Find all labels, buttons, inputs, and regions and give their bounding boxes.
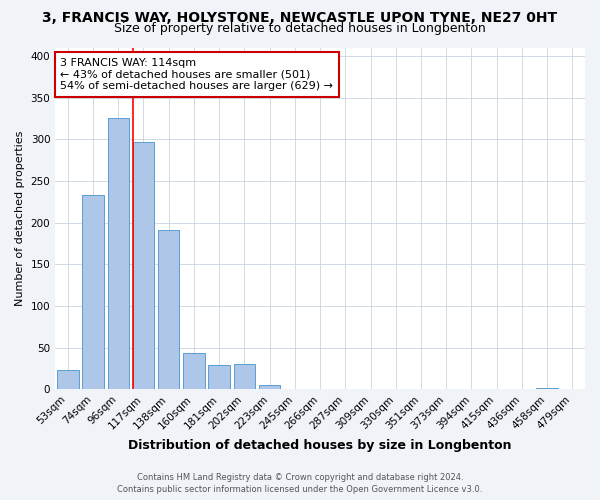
- Text: Contains HM Land Registry data © Crown copyright and database right 2024.
Contai: Contains HM Land Registry data © Crown c…: [118, 472, 482, 494]
- X-axis label: Distribution of detached houses by size in Longbenton: Distribution of detached houses by size …: [128, 440, 512, 452]
- Bar: [133, 142, 154, 390]
- Bar: [461, 388, 482, 390]
- Y-axis label: Number of detached properties: Number of detached properties: [15, 131, 25, 306]
- Text: Size of property relative to detached houses in Longbenton: Size of property relative to detached ho…: [114, 22, 486, 35]
- Bar: [57, 370, 79, 390]
- Bar: [536, 388, 558, 390]
- Text: 3, FRANCIS WAY, HOLYSTONE, NEWCASTLE UPON TYNE, NE27 0HT: 3, FRANCIS WAY, HOLYSTONE, NEWCASTLE UPO…: [43, 11, 557, 25]
- Bar: [158, 230, 179, 390]
- Bar: [107, 118, 129, 390]
- Bar: [360, 388, 381, 390]
- Bar: [82, 195, 104, 390]
- Bar: [183, 353, 205, 390]
- Text: 3 FRANCIS WAY: 114sqm
← 43% of detached houses are smaller (501)
54% of semi-det: 3 FRANCIS WAY: 114sqm ← 43% of detached …: [61, 58, 334, 91]
- Bar: [208, 366, 230, 390]
- Bar: [233, 364, 255, 390]
- Bar: [284, 388, 305, 390]
- Bar: [259, 386, 280, 390]
